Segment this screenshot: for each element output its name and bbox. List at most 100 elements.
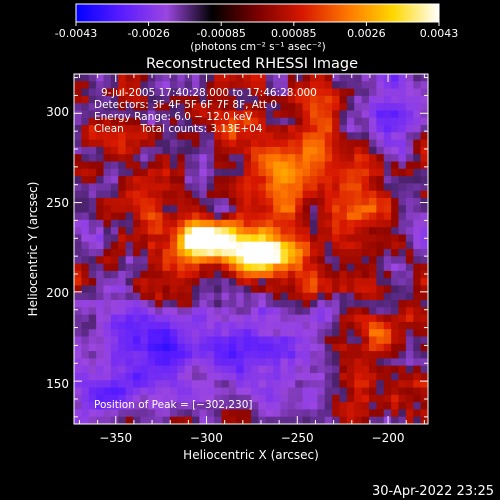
heatmap-cell <box>420 278 428 287</box>
heatmap-cell <box>243 81 252 90</box>
heatmap-cell <box>228 394 237 403</box>
heatmap-cell <box>273 190 282 199</box>
heatmap-cell <box>236 139 245 148</box>
heatmap-cell <box>398 139 407 148</box>
heatmap-cell <box>376 139 385 148</box>
heatmap-cell <box>221 416 230 424</box>
heatmap-cell <box>265 227 274 236</box>
heatmap-cell <box>376 168 385 177</box>
heatmap-cell <box>162 270 171 279</box>
heatmap-cell <box>140 205 149 214</box>
heatmap-cell <box>346 212 355 221</box>
heatmap-cell <box>383 314 392 323</box>
heatmap-cell <box>169 358 178 367</box>
heatmap-cell <box>273 270 282 279</box>
heatmap-cell <box>361 351 370 359</box>
heatmap-cell <box>103 387 112 396</box>
heatmap-cell <box>118 300 127 308</box>
heatmap-cell <box>405 300 414 308</box>
heatmap-cell <box>199 205 208 214</box>
heatmap-cell <box>177 372 186 381</box>
heatmap-cell <box>103 110 112 119</box>
heatmap-cell <box>295 270 304 279</box>
heatmap-cell <box>228 409 237 418</box>
heatmap-cell <box>88 394 97 403</box>
heatmap-cell <box>398 336 407 345</box>
heatmap-cell <box>214 234 223 243</box>
heatmap-cell <box>310 227 318 236</box>
heatmap-cell <box>214 154 223 163</box>
heatmap-cell <box>133 307 141 316</box>
heatmap-cell <box>273 307 282 316</box>
heatmap-cell <box>214 307 223 316</box>
heatmap-cell <box>125 270 134 279</box>
heatmap-cell <box>332 154 341 163</box>
heatmap-cell <box>147 285 156 294</box>
heatmap-cell <box>236 416 245 424</box>
heatmap-cell <box>236 300 245 308</box>
heatmap-cell <box>354 103 363 112</box>
heatmap-cell <box>206 329 215 338</box>
heatmap-cell <box>339 343 348 352</box>
heatmap-cell <box>214 249 223 257</box>
heatmap-cell <box>110 358 119 367</box>
heatmap-cell <box>155 74 164 82</box>
heatmap-cell <box>258 270 267 279</box>
heatmap-cell <box>228 314 237 323</box>
heatmap-cell <box>169 292 178 301</box>
heatmap-cell <box>302 95 311 104</box>
heatmap-cell <box>295 336 304 345</box>
heatmap-cell <box>192 343 200 352</box>
heatmap-cell <box>110 394 119 403</box>
heatmap-cell <box>81 168 90 177</box>
heatmap-cell <box>310 197 318 206</box>
heatmap-cell <box>169 263 178 272</box>
heatmap-cell <box>317 219 326 228</box>
heatmap-cell <box>147 278 156 287</box>
heatmap-cell <box>295 380 304 389</box>
heatmap-cell <box>103 74 112 82</box>
heatmap-cell <box>147 270 156 279</box>
heatmap-cell <box>280 190 289 199</box>
heatmap-cell <box>214 321 223 330</box>
heatmap-cell <box>199 219 208 228</box>
heatmap-cell <box>133 351 141 359</box>
heatmap-cell <box>199 176 208 184</box>
heatmap-cell <box>192 278 200 287</box>
heatmap-cell <box>103 88 112 97</box>
heatmap-cell <box>177 139 186 148</box>
heatmap-cell <box>81 321 90 330</box>
heatmap-cell <box>169 139 178 148</box>
heatmap-cell <box>125 314 134 323</box>
heatmap-cell <box>273 81 282 90</box>
heatmap-cell <box>74 146 82 155</box>
heatmap-cell <box>332 314 341 323</box>
heatmap-cell <box>162 300 171 308</box>
heatmap-cell <box>310 343 318 352</box>
heatmap-cell <box>214 110 223 119</box>
heatmap-cell <box>376 249 385 257</box>
heatmap-cell <box>228 161 237 170</box>
heatmap-cell <box>147 117 156 126</box>
heatmap-cell <box>324 365 333 374</box>
heatmap-cell <box>199 314 208 323</box>
heatmap-cell <box>88 212 97 221</box>
annotation-peak-position: Position of Peak = [−302,230] <box>94 399 253 411</box>
heatmap-cell <box>199 380 208 389</box>
heatmap-cell <box>258 285 267 294</box>
heatmap-cell <box>192 176 200 184</box>
heatmap-cell <box>118 380 127 389</box>
heatmap-cell <box>147 95 156 104</box>
heatmap-cell <box>354 88 363 97</box>
heatmap-cell <box>118 95 127 104</box>
heatmap-cell <box>236 372 245 381</box>
heatmap-cell <box>420 110 428 119</box>
heatmap-cell <box>243 278 252 287</box>
heatmap-cell <box>221 205 230 214</box>
heatmap-cell <box>88 249 97 257</box>
heatmap-cell <box>125 402 134 411</box>
heatmap-cell <box>317 394 326 403</box>
heatmap-cell <box>413 168 422 177</box>
heatmap-cell <box>147 176 156 184</box>
heatmap-cell <box>376 219 385 228</box>
